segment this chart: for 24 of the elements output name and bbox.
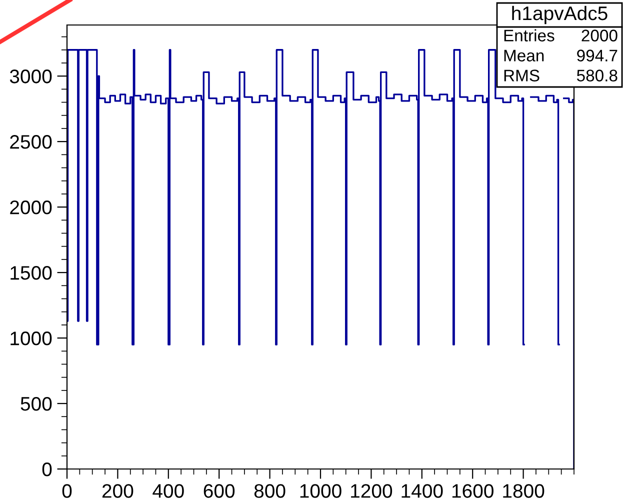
x-tick-label: 0 — [62, 484, 72, 498]
x-tick-label: 800 — [254, 484, 286, 498]
x-tick-label: 400 — [152, 484, 184, 498]
text: 2000 — [582, 30, 618, 42]
annotation: RMS — [504, 70, 540, 82]
y-tick-label: 1000 — [10, 331, 52, 346]
x-tick-label: 200 — [102, 484, 134, 498]
text: 994.7 — [577, 50, 618, 62]
y-tick-label: 1500 — [10, 266, 52, 280]
y-tick-label: 0 — [42, 462, 52, 476]
y-tick-label: 2500 — [10, 135, 52, 149]
x-tick-label: 1400 — [402, 484, 443, 498]
x-tick-label: 1200 — [351, 484, 392, 498]
x-tick-label: 1600 — [452, 484, 494, 498]
x-tick-label: 600 — [204, 484, 235, 498]
annotation: Entries — [504, 29, 554, 42]
x-tick-label: 1800 — [503, 484, 544, 498]
text: 580.8 — [576, 70, 618, 82]
annotation: Mean — [504, 50, 544, 62]
y-tick-label: 500 — [20, 396, 52, 411]
y-tick-label: 3000 — [10, 70, 52, 84]
y-tick-label: 2000 — [10, 200, 52, 214]
x-tick-label: 1000 — [300, 484, 342, 498]
text: h1apvAdc5 — [512, 6, 608, 24]
